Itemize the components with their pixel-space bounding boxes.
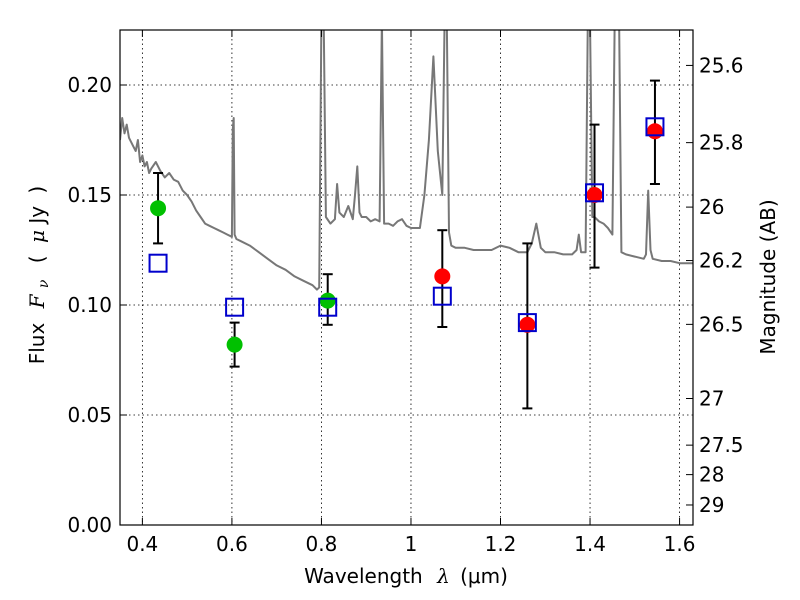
x-axis-title-symbol: λ — [436, 564, 450, 588]
x-tick-label: 0.6 — [216, 532, 248, 556]
x-tick-label: 1 — [405, 532, 418, 556]
x-tick-label: 0.8 — [306, 532, 338, 556]
x-axis-ticks: 0.4 0.6 0.8 1 1.2 1.4 1.6 — [126, 30, 695, 556]
data-markers — [148, 117, 665, 353]
spectrum-line — [120, 30, 693, 291]
y-tick-label: 0.05 — [67, 403, 112, 427]
y-axis-title-unit-rest: Jy — [25, 206, 49, 226]
y2-tick-label: 27.5 — [699, 433, 744, 457]
y-axis-title-main: Flux — [25, 323, 49, 365]
model-point-square — [225, 297, 245, 317]
x-tick-label: 1.4 — [574, 532, 606, 556]
y-tick-label: 0.10 — [67, 293, 112, 317]
y-axis-title-unit-open: ( — [25, 255, 49, 263]
model-point-square — [517, 313, 537, 333]
data-point-circle — [319, 292, 336, 309]
data-point-circle — [586, 187, 603, 203]
y2-tick-label: 26.5 — [699, 312, 744, 336]
y2-axis-ticks: 25.6 25.8 26 26.2 26.5 27 27.5 28 29 — [686, 53, 744, 517]
model-point-square — [645, 117, 665, 137]
y-axis-title-unit-mu: μ — [25, 230, 49, 243]
x-axis-title-main: Wavelength — [304, 564, 423, 588]
x-tick-label: 1.6 — [664, 532, 696, 556]
y-tick-label: 0.20 — [67, 73, 112, 97]
data-point-circle — [434, 268, 451, 285]
model-point-square — [432, 286, 452, 306]
y2-tick-label: 27 — [699, 387, 724, 411]
x-axis-title: Wavelength λ (μm) — [304, 564, 508, 588]
y2-tick-label: 25.8 — [699, 131, 744, 155]
y-axis-title-unit-close: ) — [25, 186, 49, 194]
y-tick-label: 0.00 — [67, 513, 112, 537]
model-point-square — [318, 297, 338, 317]
data-point-circle — [226, 336, 243, 353]
data-point-circle — [646, 123, 663, 140]
x-tick-label: 0.4 — [126, 532, 158, 556]
y-axis-title: Flux F ν ( μ Jy ) — [25, 186, 53, 365]
y-axis-title-symbol: F — [25, 293, 49, 309]
y-axis-ticks: 0.00 0.05 0.10 0.15 0.20 — [67, 73, 127, 537]
x-axis-title-unit: (μm) — [460, 564, 508, 588]
y2-tick-label: 26 — [699, 195, 724, 219]
y2-tick-label: 29 — [699, 493, 724, 517]
model-point-square — [148, 253, 168, 273]
data-point-circle — [150, 200, 167, 217]
data-point-circle — [519, 316, 536, 333]
plot-frame — [119, 29, 694, 526]
plot-background — [120, 30, 693, 525]
y2-tick-label: 25.6 — [699, 53, 744, 77]
y-axis-title-sub: ν — [36, 279, 52, 288]
y2-axis-title: Magnitude (AB) — [756, 199, 780, 354]
y2-tick-label: 28 — [699, 463, 724, 487]
template-spectrum — [120, 30, 693, 291]
y-tick-label: 0.15 — [67, 183, 112, 207]
model-point-square — [585, 183, 605, 203]
x-tick-label: 1.2 — [485, 532, 517, 556]
y2-tick-label: 26.2 — [699, 249, 744, 273]
